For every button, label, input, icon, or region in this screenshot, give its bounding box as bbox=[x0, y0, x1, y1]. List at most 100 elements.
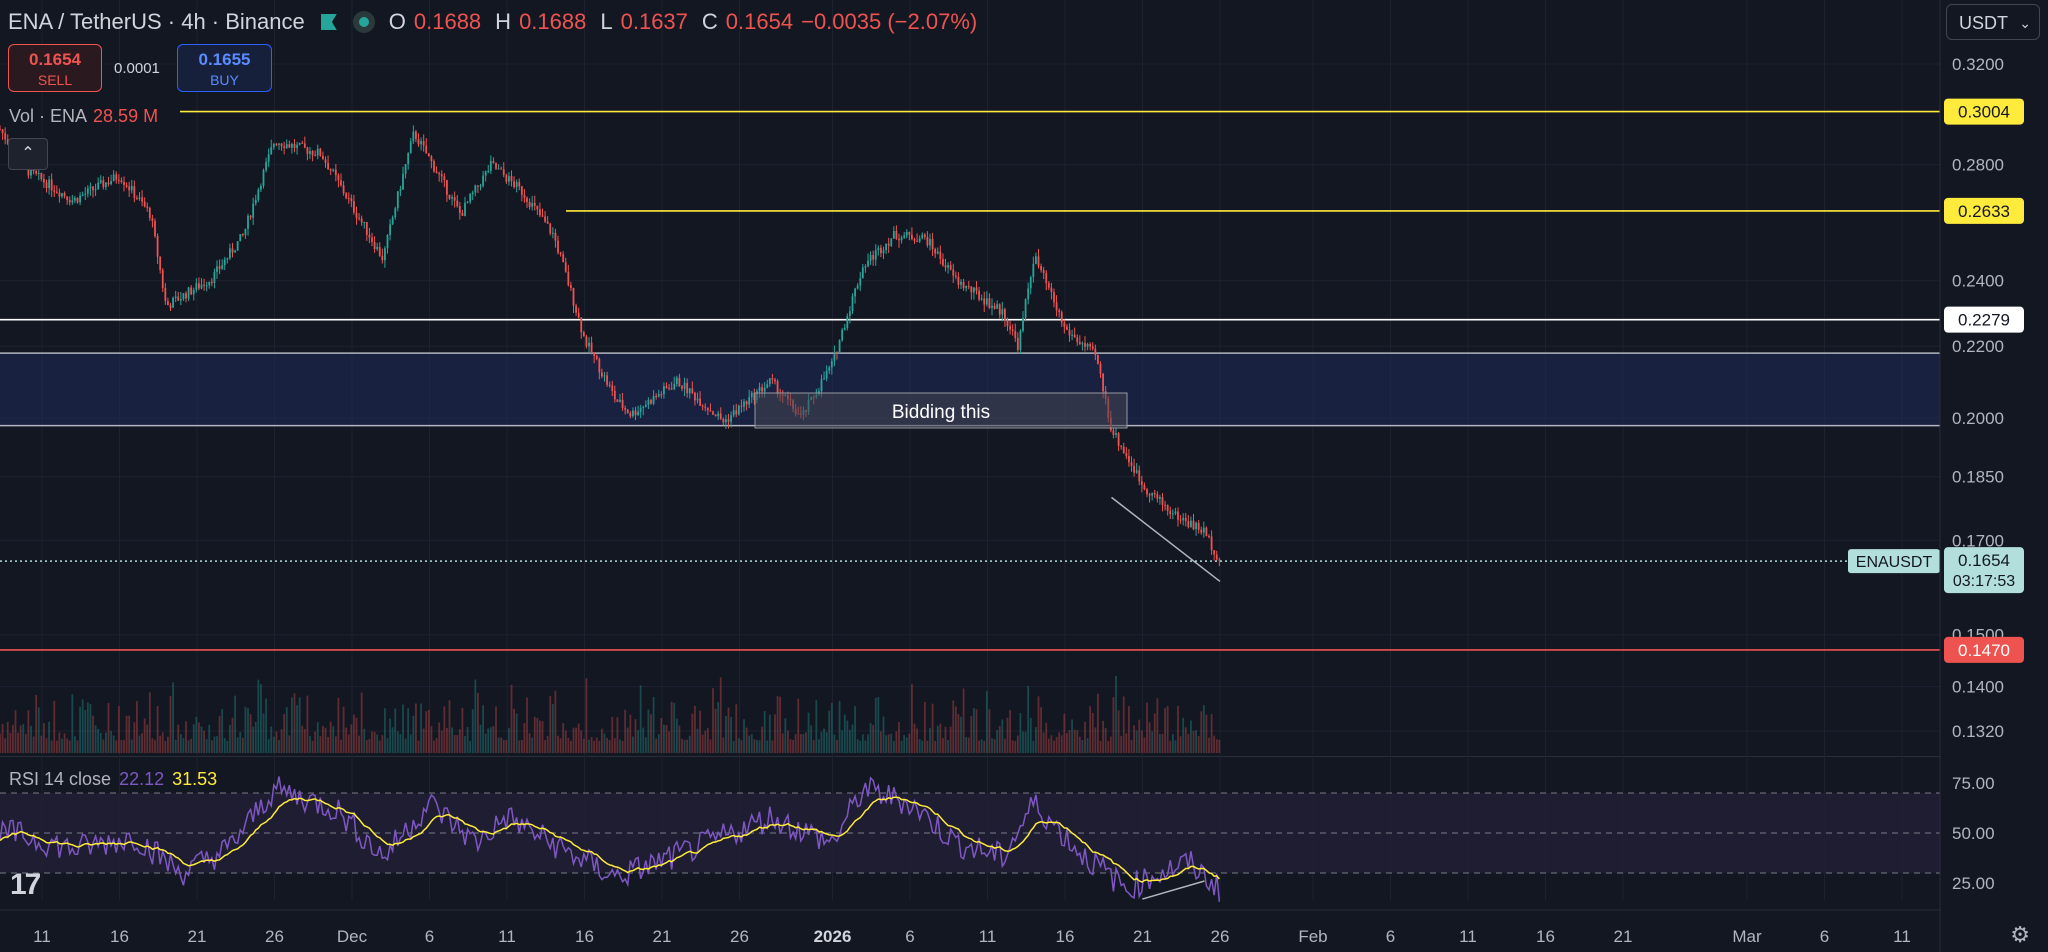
candle-body bbox=[174, 296, 177, 298]
volume-bar bbox=[234, 695, 236, 753]
volume-bar bbox=[771, 740, 774, 753]
candle-body bbox=[541, 215, 544, 217]
volume-bar bbox=[954, 706, 957, 753]
volume-bar bbox=[1202, 705, 1205, 753]
x-tick-label: 26 bbox=[730, 927, 749, 946]
candle-body bbox=[575, 305, 577, 313]
volume-bar bbox=[570, 740, 572, 753]
volume-bar bbox=[601, 728, 603, 753]
candle-body bbox=[337, 175, 340, 181]
volume-bar bbox=[164, 740, 167, 753]
candle-body bbox=[533, 202, 536, 206]
candle-body bbox=[714, 414, 717, 417]
candle-body bbox=[464, 202, 466, 216]
volume-bar bbox=[146, 724, 149, 753]
volume-value: 28.59 M bbox=[93, 106, 159, 126]
candle-body bbox=[985, 298, 988, 305]
rsi-tick-label: 25.00 bbox=[1952, 874, 1995, 893]
candle-body bbox=[399, 189, 402, 192]
rsi-indicator-label[interactable]: RSI 14 close 22.12 31.53 bbox=[9, 769, 217, 790]
volume-bar bbox=[311, 740, 314, 753]
candle-body bbox=[1094, 348, 1097, 355]
y-tick-label: 0.2000 bbox=[1952, 409, 2004, 428]
candle-body bbox=[1019, 330, 1022, 350]
volume-bar bbox=[577, 723, 580, 753]
volume-bar bbox=[911, 684, 913, 753]
volume-bar bbox=[621, 740, 624, 753]
volume-bar bbox=[120, 740, 123, 753]
volume-bar bbox=[1143, 737, 1146, 753]
volume-bar bbox=[606, 737, 608, 753]
candle-body bbox=[1215, 554, 1218, 560]
spread-value: 0.0001 bbox=[114, 60, 160, 77]
tradingview-logo[interactable]: 17 bbox=[10, 868, 41, 901]
volume-bar bbox=[412, 715, 415, 753]
volume-bar bbox=[1022, 731, 1024, 753]
volume-bar bbox=[502, 739, 505, 753]
candle-body bbox=[74, 197, 76, 201]
candle-body bbox=[1169, 510, 1172, 515]
volume-bar bbox=[668, 731, 670, 753]
price-label: 0.2633 bbox=[1958, 202, 2010, 221]
trend-line bbox=[1111, 496, 1221, 582]
candle-body bbox=[381, 255, 384, 261]
candle-body bbox=[159, 256, 162, 271]
volume-bar bbox=[856, 739, 859, 753]
candle-body bbox=[766, 384, 769, 388]
volume-bar bbox=[740, 740, 743, 753]
x-tick-label: 2026 bbox=[814, 927, 852, 946]
countdown-label: 03:17:53 bbox=[1953, 573, 2015, 590]
x-tick-label: 11 bbox=[498, 927, 516, 946]
candle-body bbox=[1097, 354, 1099, 364]
volume-bar bbox=[921, 740, 924, 753]
volume-bar bbox=[117, 706, 120, 753]
candle-body bbox=[1112, 430, 1115, 435]
flag-icon[interactable] bbox=[320, 14, 337, 30]
candle-body bbox=[1159, 497, 1161, 499]
volume-bar bbox=[675, 718, 678, 753]
volume-bar bbox=[368, 738, 371, 753]
volume-bar bbox=[528, 733, 531, 753]
volume-bar bbox=[998, 725, 1001, 753]
buy-button[interactable]: 0.1655 BUY bbox=[177, 44, 272, 92]
volume-indicator-label[interactable]: Vol · ENA 28.59 M bbox=[9, 106, 158, 127]
candle-body bbox=[404, 164, 407, 174]
gear-icon[interactable]: ⚙ bbox=[2010, 922, 2030, 947]
x-tick-label: 6 bbox=[425, 927, 434, 946]
candle-body bbox=[642, 406, 645, 408]
candle-body bbox=[1086, 344, 1089, 347]
volume-bar bbox=[40, 735, 43, 753]
candle-body bbox=[133, 185, 136, 198]
volume-bar bbox=[427, 709, 430, 753]
price-label-box bbox=[1944, 306, 2024, 333]
volume-bar bbox=[159, 735, 162, 753]
market-status-icon[interactable] bbox=[352, 11, 375, 33]
volume-bar bbox=[694, 705, 696, 753]
candle-body bbox=[683, 382, 686, 389]
currency-selector[interactable]: USDT ⌄ bbox=[1946, 4, 2040, 40]
candle-body bbox=[1042, 270, 1045, 273]
volume-bar bbox=[1213, 735, 1216, 753]
candle-body bbox=[923, 234, 926, 237]
volume-bar bbox=[6, 721, 9, 753]
volume-bar bbox=[210, 740, 213, 753]
x-tick-label: 11 bbox=[33, 927, 51, 946]
volume-bar bbox=[637, 730, 639, 753]
rsi-tick-label: 75.00 bbox=[1952, 774, 1995, 793]
volume-bar bbox=[451, 727, 453, 753]
collapse-indicators-button[interactable]: ⌃ bbox=[8, 138, 48, 170]
candle-body bbox=[187, 287, 190, 299]
volume-bar bbox=[218, 715, 221, 753]
buy-price: 0.1655 bbox=[198, 50, 251, 69]
symbol-title[interactable]: ENA / TetherUS · 4h · Binance bbox=[8, 9, 305, 34]
price-label: 0.3004 bbox=[1958, 103, 2010, 122]
sell-button[interactable]: 0.1654 SELL bbox=[8, 44, 102, 92]
volume-bar bbox=[296, 705, 298, 753]
candle-body bbox=[1146, 489, 1148, 495]
candle-body bbox=[303, 143, 306, 148]
y-tick-label: 0.1400 bbox=[1952, 678, 2004, 697]
volume-bar bbox=[265, 698, 267, 753]
volume-bar bbox=[487, 728, 490, 753]
volume-bar bbox=[1104, 727, 1107, 753]
